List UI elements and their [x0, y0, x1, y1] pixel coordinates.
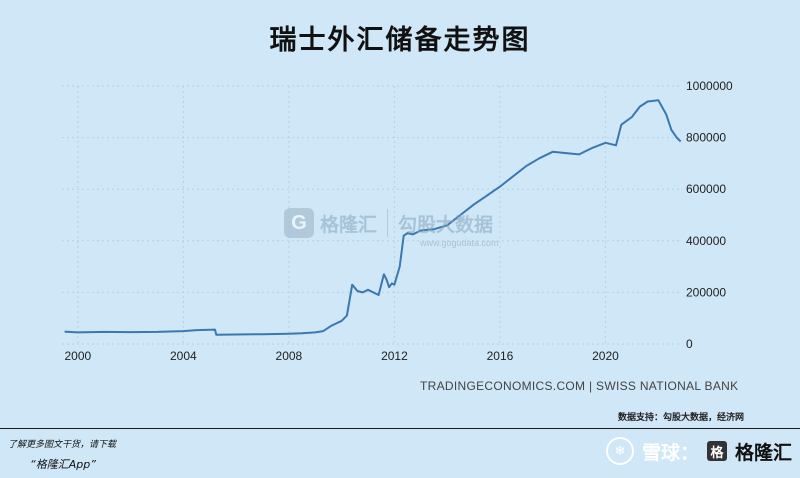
x-tick-label: 2012: [381, 349, 408, 363]
series-line-fx-reserves: [64, 99, 682, 336]
y-tick-label: 0: [686, 337, 693, 351]
source-caption: TRADINGECONOMICS.COM | SWISS NATIONAL BA…: [420, 379, 739, 393]
x-tick-label: 2016: [487, 349, 514, 363]
x-tick-label: 2000: [64, 349, 91, 363]
tick-labels: 0 200000 400000 600000 800000 1000000 2000 2004…: [64, 79, 733, 363]
x-tick-label: 2020: [592, 349, 619, 363]
x-tick-label: 2008: [276, 349, 303, 363]
gelonghui-logo-icon: 格: [707, 441, 728, 461]
grid-lines: [62, 85, 682, 345]
snowball-label: 雪球：: [642, 441, 700, 464]
y-tick-label: 800000: [686, 131, 726, 145]
y-tick-label: 400000: [686, 234, 726, 248]
footer-promo-text: 了解更多图文干货，请下载: [8, 440, 117, 450]
brand-area: ❄ 雪球： 格 格隆汇: [606, 437, 792, 465]
snowball-icon: ❄: [606, 437, 634, 465]
chart-title: 瑞士外汇储备走势图: [269, 25, 531, 56]
data-support-caption: 数据支持：勾股大数据，经济网: [618, 413, 745, 423]
y-tick-label: 200000: [686, 285, 726, 299]
x-tick-label: 2004: [170, 349, 197, 363]
footer-app-name: “格隆汇App”: [30, 458, 96, 471]
gelonghui-name: 格隆汇: [735, 441, 793, 464]
y-tick-label: 600000: [686, 182, 726, 196]
watermark-url: www.gogudata.com: [420, 238, 499, 248]
y-tick-label: 1000000: [686, 79, 733, 93]
footer-divider: [0, 428, 800, 429]
